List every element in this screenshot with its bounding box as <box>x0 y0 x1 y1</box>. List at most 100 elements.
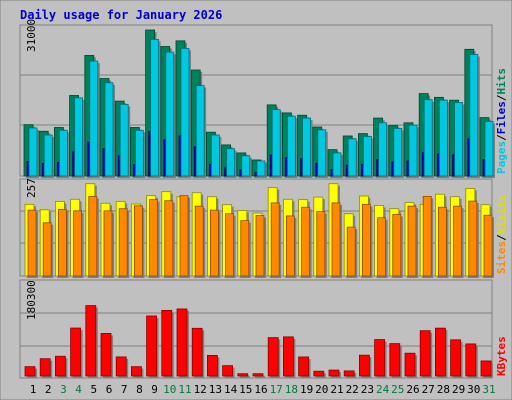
x-tick-label: 19 <box>300 383 313 396</box>
bar-kbytes <box>39 358 53 378</box>
x-tick-label: 13 <box>209 383 222 396</box>
ylabel-sep: / <box>495 234 508 241</box>
bar-pages <box>408 124 419 178</box>
bar-pages-face <box>332 152 342 177</box>
bar-kbytes <box>343 370 357 378</box>
bar-kbytes <box>450 339 463 378</box>
ylabel-sep: / <box>495 94 508 101</box>
bar-kbytes-face <box>434 327 446 377</box>
bar-sites <box>407 205 418 278</box>
bar-kbytes <box>404 352 417 378</box>
bar-pages-face <box>119 104 129 177</box>
bar-sites <box>118 208 130 278</box>
bar-kbytes-face <box>100 332 112 377</box>
bar-kbytes <box>313 370 326 378</box>
bar-kbytes <box>176 308 189 378</box>
bar-kbytes <box>55 355 68 378</box>
bar-pages <box>347 138 359 178</box>
bar-sites-face <box>407 205 417 277</box>
bar-sites-face <box>179 195 189 277</box>
bar-kbytes-face <box>115 356 127 377</box>
bar-pages-face <box>104 82 114 177</box>
bar-pages <box>104 82 115 178</box>
bar-sites-face <box>118 208 128 277</box>
bar-sites-face <box>285 215 295 277</box>
bar-kbytes-face <box>374 339 386 377</box>
bar-sites-face <box>58 209 67 277</box>
x-tick-label: 11 <box>178 383 191 396</box>
bar-kbytes-face <box>191 327 203 377</box>
bar-pages-face <box>286 115 296 177</box>
bar-sites-face <box>88 195 98 277</box>
bar-kbytes-face <box>404 352 416 377</box>
bar-kbytes <box>282 336 296 378</box>
bar-sites-face <box>483 214 493 277</box>
ylabel-hits: Hits <box>495 68 508 95</box>
bar-kbytes-face <box>465 343 477 377</box>
bar-pages-face <box>271 109 281 177</box>
x-tick-label: 6 <box>106 383 113 396</box>
x-tick-label: 28 <box>437 383 450 396</box>
bar-sites-face <box>392 214 402 277</box>
bar-sites <box>437 206 449 278</box>
bar-sites <box>468 200 479 278</box>
bar-pages-face <box>89 60 99 177</box>
bar-pages <box>423 99 435 178</box>
chart-title: Daily usage for January 2026 <box>20 8 222 22</box>
bar-kbytes-face <box>176 308 188 377</box>
bar-pages <box>332 152 343 178</box>
bar-sites <box>270 202 282 278</box>
bar-sites <box>377 217 388 278</box>
bar-pages <box>469 54 480 178</box>
bar-pages <box>484 120 495 178</box>
bar-kbytes <box>267 337 281 378</box>
bar-kbytes-face <box>313 370 325 377</box>
bar-kbytes <box>419 330 433 378</box>
bar-kbytes <box>130 366 144 378</box>
bar-kbytes-face <box>328 369 340 377</box>
bar-pages-face <box>423 99 433 177</box>
bar-sites-face <box>422 195 432 277</box>
bar-sites-face <box>225 213 235 277</box>
bar-pages <box>134 129 146 178</box>
bar-sites <box>73 210 84 278</box>
bar-kbytes-face <box>161 309 173 377</box>
bar-sites-face <box>316 211 326 277</box>
bar-pages-face <box>347 138 357 177</box>
bar-kbytes-shadow <box>255 375 265 378</box>
bar-kbytes-face <box>85 305 97 377</box>
bar-kbytes-shadow <box>239 375 250 378</box>
bar-kbytes <box>24 366 37 378</box>
bar-sites-face <box>133 205 143 277</box>
bar-kbytes <box>389 343 402 378</box>
bar-pages-face <box>195 85 205 177</box>
x-tick-label: 15 <box>239 383 252 396</box>
bar-sites <box>149 199 160 278</box>
ylabel-sites: Sites <box>495 241 508 274</box>
bar-pages-face <box>484 120 494 177</box>
bar-sites-face <box>73 210 82 277</box>
bar-kbytes-face <box>206 354 218 377</box>
bar-kbytes <box>374 339 387 378</box>
bar-pages-face <box>226 148 236 177</box>
panel-visits: 257 Sites/Visits <box>19 178 508 278</box>
bar-kbytes <box>358 354 372 378</box>
panel-hits-bars <box>23 29 495 179</box>
bar-pages-face <box>180 47 190 177</box>
bar-pages <box>226 148 237 178</box>
bar-kbytes <box>252 373 265 378</box>
bar-pages <box>180 47 191 179</box>
bar-kbytes-face <box>24 366 36 377</box>
bar-pages <box>43 134 55 178</box>
x-tick-label: 10 <box>163 383 176 396</box>
bar-sites <box>209 209 221 278</box>
x-tick-label: 16 <box>254 383 267 396</box>
x-tick-label: 29 <box>452 383 465 396</box>
bar-pages-face <box>59 129 68 177</box>
bar-pages <box>165 51 176 178</box>
bar-pages <box>378 122 389 178</box>
bar-kbytes-face <box>282 336 294 377</box>
bar-pages-face <box>302 117 312 177</box>
x-tick-label: 18 <box>285 383 298 396</box>
bar-sites-face <box>194 205 204 277</box>
